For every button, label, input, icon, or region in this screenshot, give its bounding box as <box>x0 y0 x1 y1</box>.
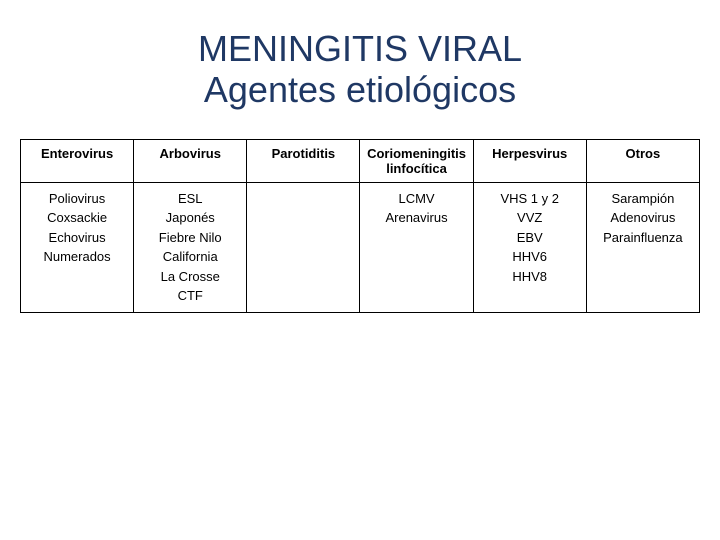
cell-item: La Crosse <box>138 267 242 287</box>
col-otros: Otros <box>586 139 699 182</box>
col-enterovirus: Enterovirus <box>21 139 134 182</box>
cell-item: CTF <box>138 286 242 306</box>
cell-arbovirus: ESL Japonés Fiebre Nilo California La Cr… <box>134 182 247 312</box>
cell-item: VVZ <box>478 208 582 228</box>
col-coriomeningitis: Coriomenin­gitis linfocítica <box>360 139 473 182</box>
cell-parotiditis <box>247 182 360 312</box>
cell-item: Sarampión <box>591 189 695 209</box>
cell-item: Poliovirus <box>25 189 129 209</box>
cell-item: Echovirus <box>25 228 129 248</box>
cell-item: Numerados <box>25 247 129 267</box>
cell-coriomeningitis: LCMV Arenavirus <box>360 182 473 312</box>
cell-herpesvirus: VHS 1 y 2 VVZ EBV HHV6 HHV8 <box>473 182 586 312</box>
cell-item: Fiebre Nilo <box>138 228 242 248</box>
title-line-2: Agentes etiológicos <box>204 69 516 110</box>
col-parotiditis: Parotiditis <box>247 139 360 182</box>
cell-item: Coxsackie <box>25 208 129 228</box>
cell-item: Parainfluenza <box>591 228 695 248</box>
cell-enterovirus: Poliovirus Coxsackie Echovirus Numerados <box>21 182 134 312</box>
col-herpesvirus: Herpesvirus <box>473 139 586 182</box>
cell-item: HHV8 <box>478 267 582 287</box>
table-row: Poliovirus Coxsackie Echovirus Numerados… <box>21 182 700 312</box>
cell-item: Japonés <box>138 208 242 228</box>
cell-item: VHS 1 y 2 <box>478 189 582 209</box>
cell-item: ESL <box>138 189 242 209</box>
title-line-1: MENINGITIS VIRAL <box>198 28 522 69</box>
cell-item: HHV6 <box>478 247 582 267</box>
cell-item: California <box>138 247 242 267</box>
table-header-row: Enterovirus Arbovirus Parotiditis Coriom… <box>21 139 700 182</box>
cell-item: Arenavirus <box>364 208 468 228</box>
cell-otros: Sarampión Adenovirus Parainfluenza <box>586 182 699 312</box>
slide-title: MENINGITIS VIRAL Agentes etiológicos <box>20 28 700 111</box>
agents-table: Enterovirus Arbovirus Parotiditis Coriom… <box>20 139 700 313</box>
cell-item: Adenovirus <box>591 208 695 228</box>
cell-item: EBV <box>478 228 582 248</box>
cell-item: LCMV <box>364 189 468 209</box>
col-arbovirus: Arbovirus <box>134 139 247 182</box>
